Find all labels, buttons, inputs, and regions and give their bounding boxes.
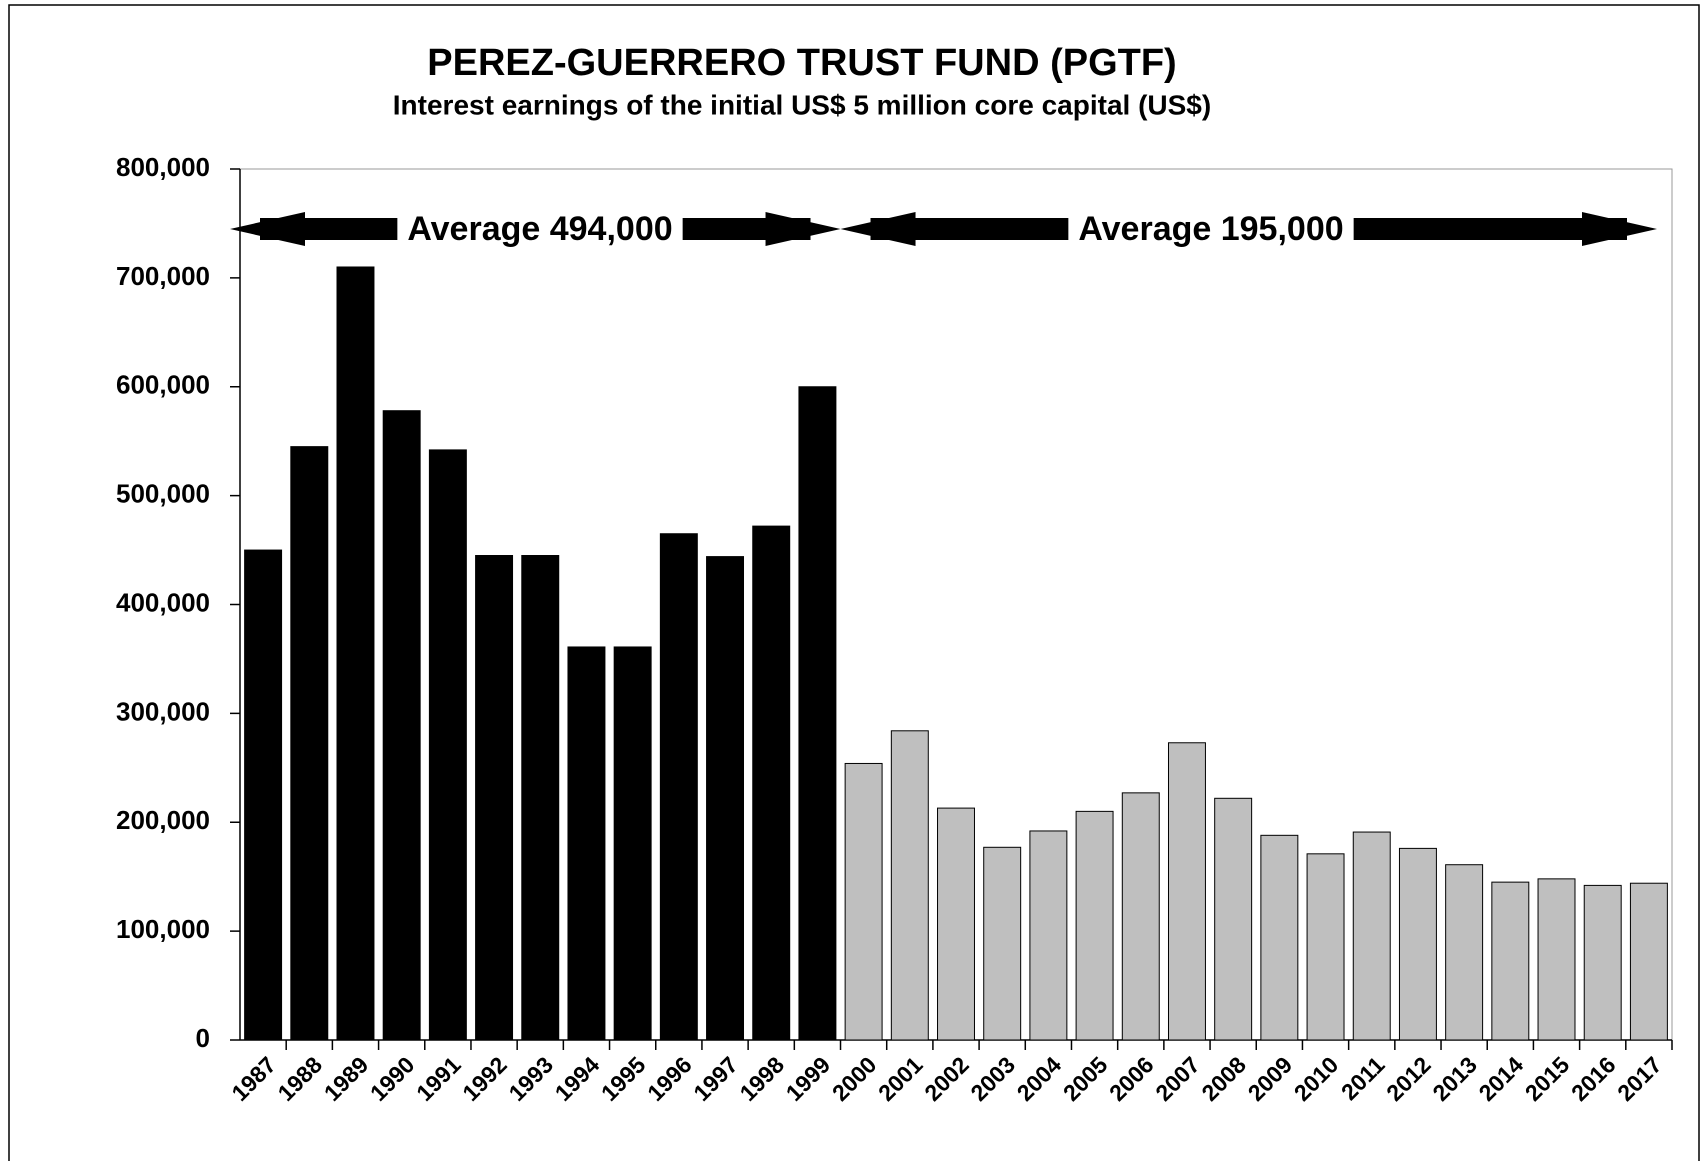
bar bbox=[1260, 834, 1299, 1041]
y-tick-label: 400,000 bbox=[116, 587, 210, 617]
bar bbox=[1121, 792, 1160, 1041]
bar bbox=[659, 533, 698, 1041]
bar bbox=[1583, 884, 1622, 1041]
bar bbox=[1445, 864, 1484, 1041]
bar bbox=[937, 807, 975, 1041]
bar bbox=[475, 555, 514, 1041]
bar bbox=[521, 555, 560, 1041]
y-tick-label: 300,000 bbox=[116, 696, 210, 726]
annotation-bg bbox=[1068, 209, 1354, 249]
bar bbox=[798, 386, 837, 1041]
bar bbox=[1214, 797, 1253, 1041]
chart-title: PEREZ-GUERRERO TRUST FUND (PGTF) bbox=[427, 42, 1176, 84]
y-tick-label: 500,000 bbox=[116, 479, 210, 509]
chart-subtitle: Interest earnings of the initial US$ 5 m… bbox=[393, 89, 1211, 120]
arrow-head bbox=[765, 212, 841, 246]
bar bbox=[1491, 881, 1530, 1041]
bar bbox=[706, 556, 745, 1041]
annotation: Average 195,000 bbox=[1078, 210, 1343, 248]
y-tick-label: 0 bbox=[196, 1023, 210, 1053]
bar bbox=[1629, 882, 1668, 1041]
y-tick-label: 200,000 bbox=[116, 805, 210, 835]
annotation: Average 494,000 bbox=[407, 210, 672, 248]
bar bbox=[1167, 742, 1206, 1041]
bar bbox=[1352, 831, 1391, 1041]
bar bbox=[844, 762, 883, 1041]
y-tick-label: 800,000 bbox=[116, 152, 210, 182]
bar bbox=[428, 449, 467, 1041]
bar bbox=[890, 730, 929, 1041]
bar bbox=[983, 846, 1022, 1041]
bar bbox=[1537, 878, 1576, 1041]
bar bbox=[1306, 853, 1345, 1041]
bar bbox=[336, 266, 375, 1041]
bar bbox=[1029, 830, 1068, 1041]
y-tick-label: 700,000 bbox=[116, 261, 210, 291]
bar bbox=[1398, 847, 1437, 1041]
bar bbox=[1075, 810, 1114, 1041]
y-tick-label: 600,000 bbox=[116, 370, 210, 400]
arrow-head bbox=[230, 212, 305, 246]
y-tick-label: 100,000 bbox=[116, 914, 210, 944]
annotation-bg bbox=[397, 209, 683, 249]
arrow-head bbox=[840, 212, 916, 246]
bar bbox=[613, 646, 652, 1041]
bar bbox=[567, 646, 606, 1041]
bar bbox=[290, 446, 329, 1041]
bar bbox=[382, 410, 421, 1041]
bar bbox=[752, 525, 791, 1041]
arrow-head bbox=[1582, 212, 1657, 246]
bar bbox=[244, 549, 283, 1041]
